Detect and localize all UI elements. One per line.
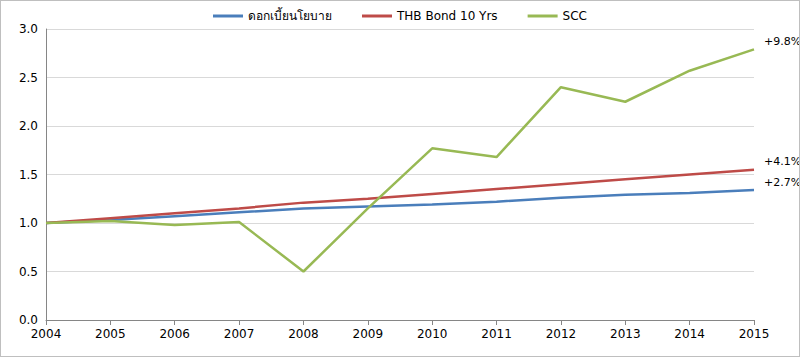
svg-text:2.5: 2.5 (19, 71, 38, 85)
svg-text:1.0: 1.0 (19, 216, 38, 230)
svg-text:2012: 2012 (546, 327, 577, 341)
svg-text:2010: 2010 (417, 327, 448, 341)
svg-text:0.5: 0.5 (19, 265, 38, 279)
svg-text:2013: 2013 (610, 327, 641, 341)
svg-text:+2.7%: +2.7% (764, 176, 799, 189)
svg-text:2005: 2005 (95, 327, 126, 341)
svg-text:THB Bond 10 Yrs: THB Bond 10 Yrs (396, 9, 498, 23)
svg-text:2.0: 2.0 (19, 119, 38, 133)
svg-text:SCC: SCC (563, 9, 587, 23)
svg-text:2009: 2009 (353, 327, 384, 341)
svg-text:2006: 2006 (159, 327, 190, 341)
svg-text:2014: 2014 (674, 327, 705, 341)
svg-text:2008: 2008 (288, 327, 319, 341)
svg-text:3.0: 3.0 (19, 22, 38, 36)
svg-text:2004: 2004 (31, 327, 62, 341)
svg-text:1.5: 1.5 (19, 168, 38, 182)
svg-text:+4.1%: +4.1% (764, 155, 799, 168)
svg-text:2007: 2007 (224, 327, 255, 341)
svg-text:0.0: 0.0 (19, 313, 38, 327)
svg-text:+9.8%: +9.8% (764, 35, 799, 48)
svg-text:2015: 2015 (739, 327, 770, 341)
svg-text:ดอกเบี้ยนโยบาย: ดอกเบี้ยนโยบาย (248, 7, 332, 23)
svg-text:2011: 2011 (481, 327, 512, 341)
